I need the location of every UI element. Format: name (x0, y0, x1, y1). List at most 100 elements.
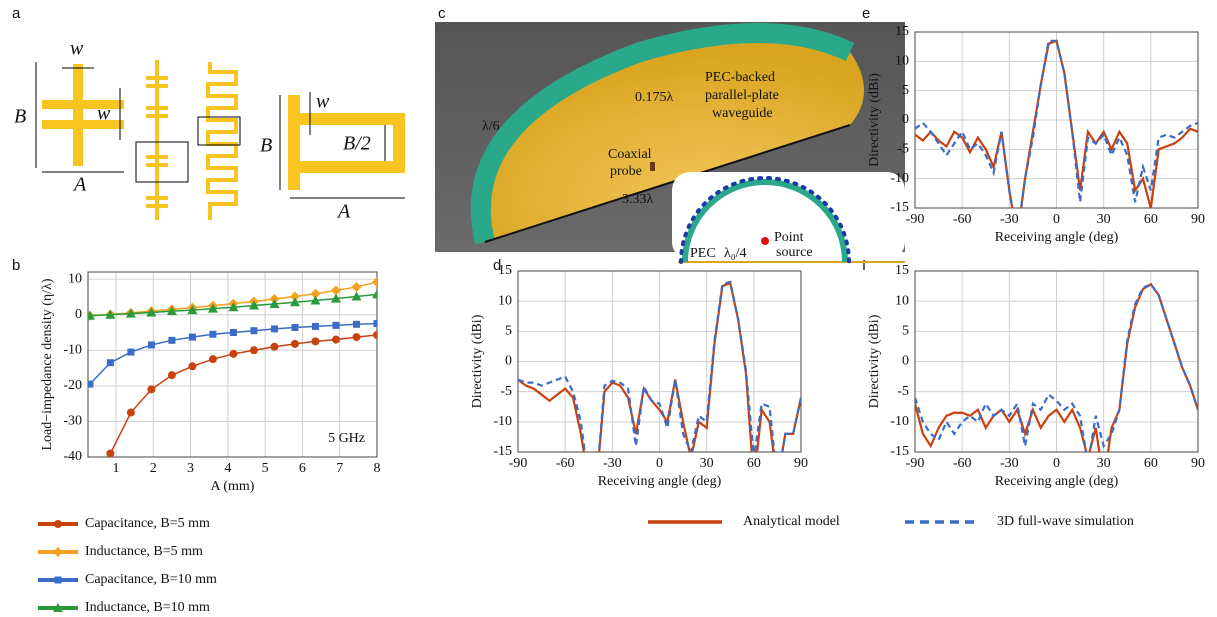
plot-frame (87, 271, 378, 458)
x-tick-label: 0 (1053, 456, 1060, 471)
c-label: 3.33λ (622, 192, 654, 207)
series-line (518, 280, 801, 452)
y-tick-label: 10 (895, 54, 909, 69)
marker (352, 320, 360, 328)
x-tick-label: 2 (150, 461, 157, 476)
c-label: Point (774, 230, 804, 245)
plot-frame (914, 31, 1199, 209)
y-tick-label: -20 (63, 378, 82, 393)
series-line (915, 39, 1198, 208)
marker (208, 355, 217, 364)
plate (146, 163, 168, 167)
marker (125, 308, 136, 318)
x-tick-label: -90 (509, 456, 528, 471)
marker (372, 289, 377, 299)
zoom-box (135, 141, 189, 183)
plot-area (518, 280, 801, 452)
y-tick-label: 15 (498, 263, 512, 278)
dim-label: w (70, 38, 84, 60)
c-label: λ/6 (482, 119, 500, 134)
x-tick-label: 30 (1097, 212, 1111, 227)
pec-dots (679, 176, 851, 264)
x-tick-label: -30 (603, 456, 622, 471)
x-tick-label: -90 (906, 212, 925, 227)
marker (270, 342, 279, 351)
x-tick-label: 60 (747, 456, 761, 471)
plate (42, 100, 124, 109)
c-label: PEC (690, 246, 716, 261)
legend-label: Inductance, B=10 mm (85, 600, 210, 615)
x-tick-label: -90 (906, 456, 925, 471)
marker (166, 306, 177, 316)
x-axis-label: Receiving angle (deg) (598, 474, 722, 489)
plate (146, 155, 168, 159)
x-tick-label: -60 (953, 456, 972, 471)
plate (146, 106, 168, 110)
marker (330, 293, 341, 303)
c-label: λ₀/4 (724, 246, 747, 261)
plate (42, 120, 124, 129)
x-tick-label: 90 (1191, 456, 1205, 471)
y-tick-label: -15 (493, 444, 512, 459)
marker (146, 307, 157, 317)
marker (105, 309, 116, 319)
legend-label: Capacitance, B=10 mm (85, 572, 217, 587)
marker (147, 341, 155, 349)
marker (270, 325, 278, 333)
strip (73, 64, 83, 166)
marker (351, 281, 362, 292)
marker (372, 276, 377, 287)
y-tick-label: -10 (890, 171, 909, 186)
x-tick-label: 5 (262, 461, 269, 476)
x-tick-label: 0 (656, 456, 663, 471)
marker (352, 333, 361, 342)
marker (188, 362, 197, 371)
marker (126, 408, 135, 417)
marker (249, 346, 258, 355)
marker (250, 327, 258, 335)
series-line (915, 282, 1198, 452)
y-tick-label: 10 (895, 293, 909, 308)
y-tick-label: -5 (897, 142, 909, 157)
series-line (518, 281, 801, 452)
x-axis-label: A (mm) (211, 479, 255, 494)
dim-label: w (316, 91, 330, 113)
plot-area (915, 39, 1198, 208)
marker (269, 299, 280, 309)
dim-label: B (260, 135, 272, 157)
x-tick-label: -30 (1000, 212, 1019, 227)
x-tick-label: 3 (187, 461, 194, 476)
legend-label: 3D full-wave simulation (997, 514, 1134, 529)
marker (229, 349, 238, 358)
y-tick-label: -10 (493, 414, 512, 429)
x-tick-label: 90 (1191, 212, 1205, 227)
legend-label: Capacitance, B=5 mm (85, 516, 210, 531)
x-tick-label: 60 (1144, 212, 1158, 227)
semicircle (682, 179, 848, 263)
strip (393, 113, 405, 173)
marker (88, 310, 95, 320)
panel-letter: c (438, 5, 446, 22)
length-line (484, 124, 851, 243)
x-tick-label: 60 (1144, 456, 1158, 471)
series-line (915, 39, 1198, 208)
y-tick-label: -15 (890, 444, 909, 459)
plate (146, 76, 168, 80)
x-axis-label: Receiving angle (deg) (995, 230, 1119, 245)
marker (373, 330, 377, 339)
c-label: waveguide (712, 106, 773, 121)
strip (288, 95, 300, 190)
meander (206, 62, 238, 220)
y-tick-label: -40 (63, 449, 82, 464)
legend-label: Inductance, B=5 mm (85, 544, 203, 559)
panel-letter: b (12, 257, 20, 274)
legend-label: Analytical model (743, 514, 840, 529)
x-tick-label: 30 (700, 456, 714, 471)
panel-c-render (435, 22, 905, 264)
y-tick-label: 0 (75, 307, 82, 322)
marker (351, 291, 362, 301)
legend-marker (53, 547, 63, 557)
panel-letter: f (862, 257, 867, 274)
panel-letter: e (862, 5, 870, 22)
